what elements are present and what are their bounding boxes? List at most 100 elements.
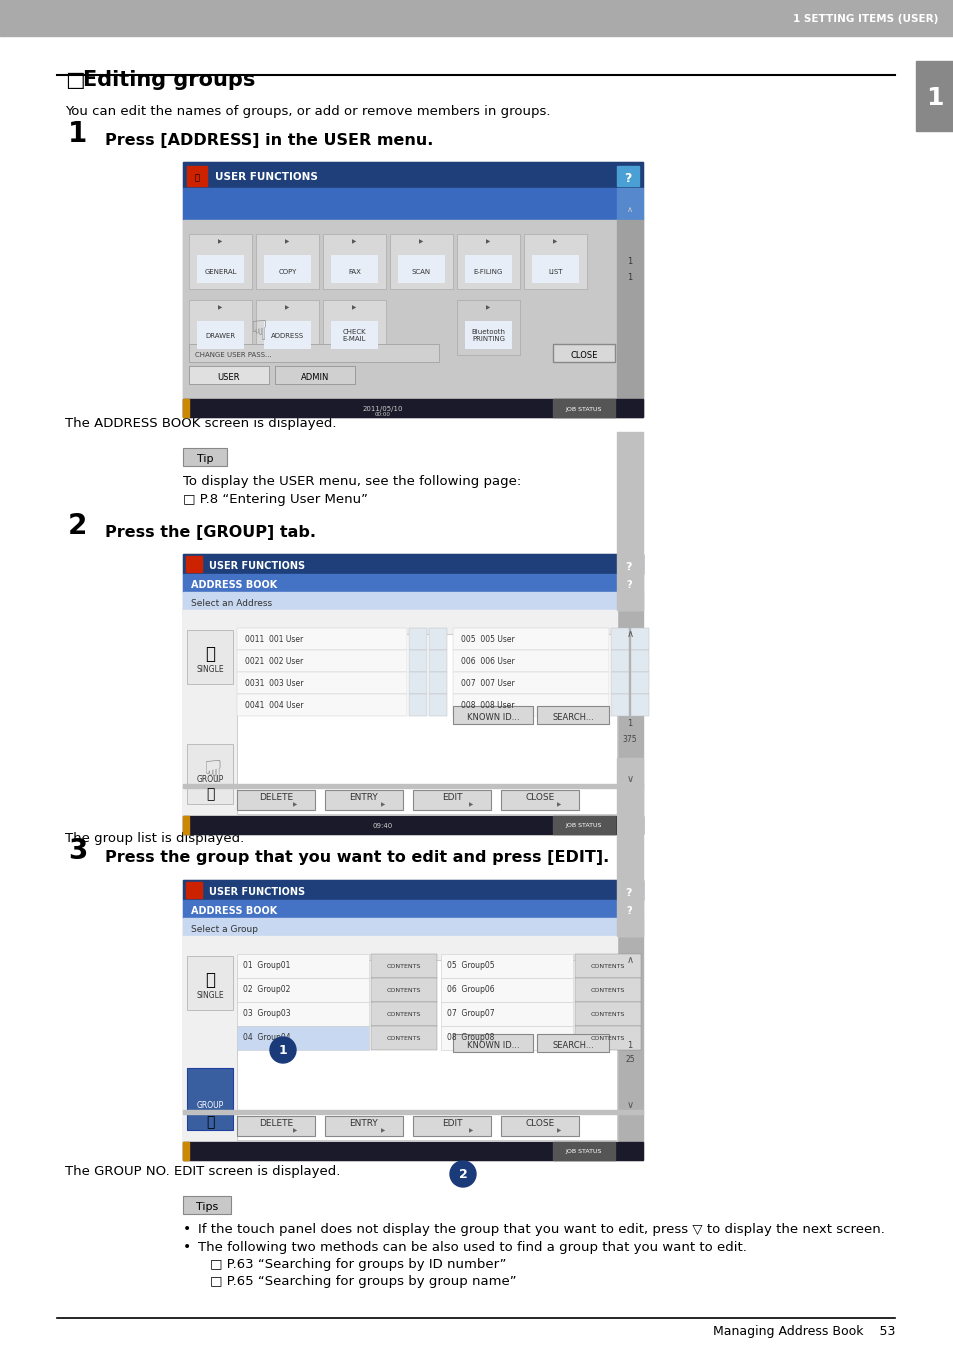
Circle shape [270,1038,295,1063]
Bar [183,399,189,417]
Text: 1 SETTING ITEMS (USER): 1 SETTING ITEMS (USER) [792,14,937,24]
Bar [183,1142,642,1161]
Text: 1: 1 [627,1040,632,1050]
Bar [617,166,639,186]
Text: CLOSE: CLOSE [570,350,598,359]
Text: CONTENTS: CONTENTS [386,1035,420,1040]
Text: ?: ? [625,580,631,590]
Bar [371,1002,436,1025]
Bar [553,1142,615,1161]
Bar [255,234,318,289]
Text: ▶: ▶ [285,305,290,311]
Bar [464,322,512,349]
Bar [456,300,519,355]
Text: DRAWER: DRAWER [205,332,235,339]
Text: CONTENTS: CONTENTS [386,988,420,993]
Bar [186,557,202,571]
Text: Press [ADDRESS] in the USER menu.: Press [ADDRESS] in the USER menu. [105,132,433,149]
Bar [413,1116,491,1136]
Text: 0041  004 User: 0041 004 User [245,701,303,709]
Bar [575,978,640,1002]
Bar [575,954,640,978]
Circle shape [450,1161,476,1188]
Bar [274,366,355,384]
Bar [618,882,639,900]
Text: ?: ? [623,172,631,185]
Text: □ P.8 “Entering User Menu”: □ P.8 “Entering User Menu” [183,493,368,507]
Text: KNOWN ID...: KNOWN ID... [466,1040,518,1050]
Text: ▶: ▶ [352,305,356,311]
Text: JOB STATUS: JOB STATUS [565,1150,601,1155]
Text: The following two methods can be also used to find a group that you want to edit: The following two methods can be also us… [198,1242,746,1254]
Text: ▶: ▶ [293,802,296,808]
Text: □ P.65 “Searching for groups by group name”: □ P.65 “Searching for groups by group na… [210,1275,517,1288]
Bar [187,957,233,1011]
Text: DELETE: DELETE [258,793,293,802]
Text: 006  006 User: 006 006 User [460,657,515,666]
Text: CONTENTS: CONTENTS [590,963,624,969]
Bar [236,671,407,694]
Bar [196,255,244,282]
Bar [255,300,318,355]
Bar [189,345,438,362]
Bar [325,790,402,811]
Bar [186,882,202,898]
Text: ▶: ▶ [553,239,558,245]
Text: CONTENTS: CONTENTS [590,1035,624,1040]
Text: Press the [GROUP] tab.: Press the [GROUP] tab. [105,526,315,540]
Text: 1: 1 [627,720,632,728]
Text: USER: USER [217,373,240,381]
Text: 0011  001 User: 0011 001 User [245,635,303,643]
Bar [409,650,427,671]
Text: □: □ [65,70,85,91]
Bar [236,650,407,671]
Bar [553,816,615,834]
Text: 1: 1 [68,120,87,149]
Bar [440,978,573,1002]
Text: Editing groups: Editing groups [83,70,255,91]
Text: 04  Group04: 04 Group04 [243,1034,291,1043]
Bar [187,744,233,804]
Text: 1: 1 [627,273,632,281]
Text: 005  005 User: 005 005 User [460,635,515,643]
Text: SEARCH...: SEARCH... [552,1040,594,1050]
Text: Select a Group: Select a Group [191,924,257,934]
Text: ADDRESS BOOK: ADDRESS BOOK [191,580,277,590]
Text: 07  Group07: 07 Group07 [447,1009,494,1019]
Bar [236,790,314,811]
Text: 0021  002 User: 0021 002 User [245,657,303,666]
Bar [236,978,369,1002]
Text: E-FILING: E-FILING [474,269,502,274]
Bar [189,366,269,384]
Bar [618,557,639,574]
Text: ENTRY: ENTRY [349,793,378,802]
Bar [453,1034,533,1052]
Text: ∨: ∨ [626,774,633,784]
Bar [236,1116,314,1136]
Bar [440,954,573,978]
Bar [183,574,618,592]
Bar [183,1196,231,1215]
Bar [325,1116,402,1136]
Bar [409,628,427,650]
Bar [236,694,407,716]
Text: CONTENTS: CONTENTS [590,1012,624,1016]
Bar [183,554,642,574]
Bar [187,166,207,186]
Text: 2: 2 [68,512,88,540]
Bar [371,978,436,1002]
Text: ▶: ▶ [486,239,490,245]
Text: USER FUNCTIONS: USER FUNCTIONS [214,172,317,182]
Text: ENTRY: ENTRY [349,1120,378,1128]
Text: EDIT: EDIT [441,793,462,802]
Bar [331,322,377,349]
Text: ▶: ▶ [419,239,423,245]
Text: 06  Group06: 06 Group06 [447,985,494,994]
Bar [183,611,617,834]
Text: CONTENTS: CONTENTS [590,988,624,993]
Bar [618,900,639,917]
Text: EDIT: EDIT [441,1120,462,1128]
Text: GROUP: GROUP [196,1101,223,1109]
Bar [575,1002,640,1025]
Text: You can edit the names of groups, or add or remove members in groups.: You can edit the names of groups, or add… [65,105,550,118]
